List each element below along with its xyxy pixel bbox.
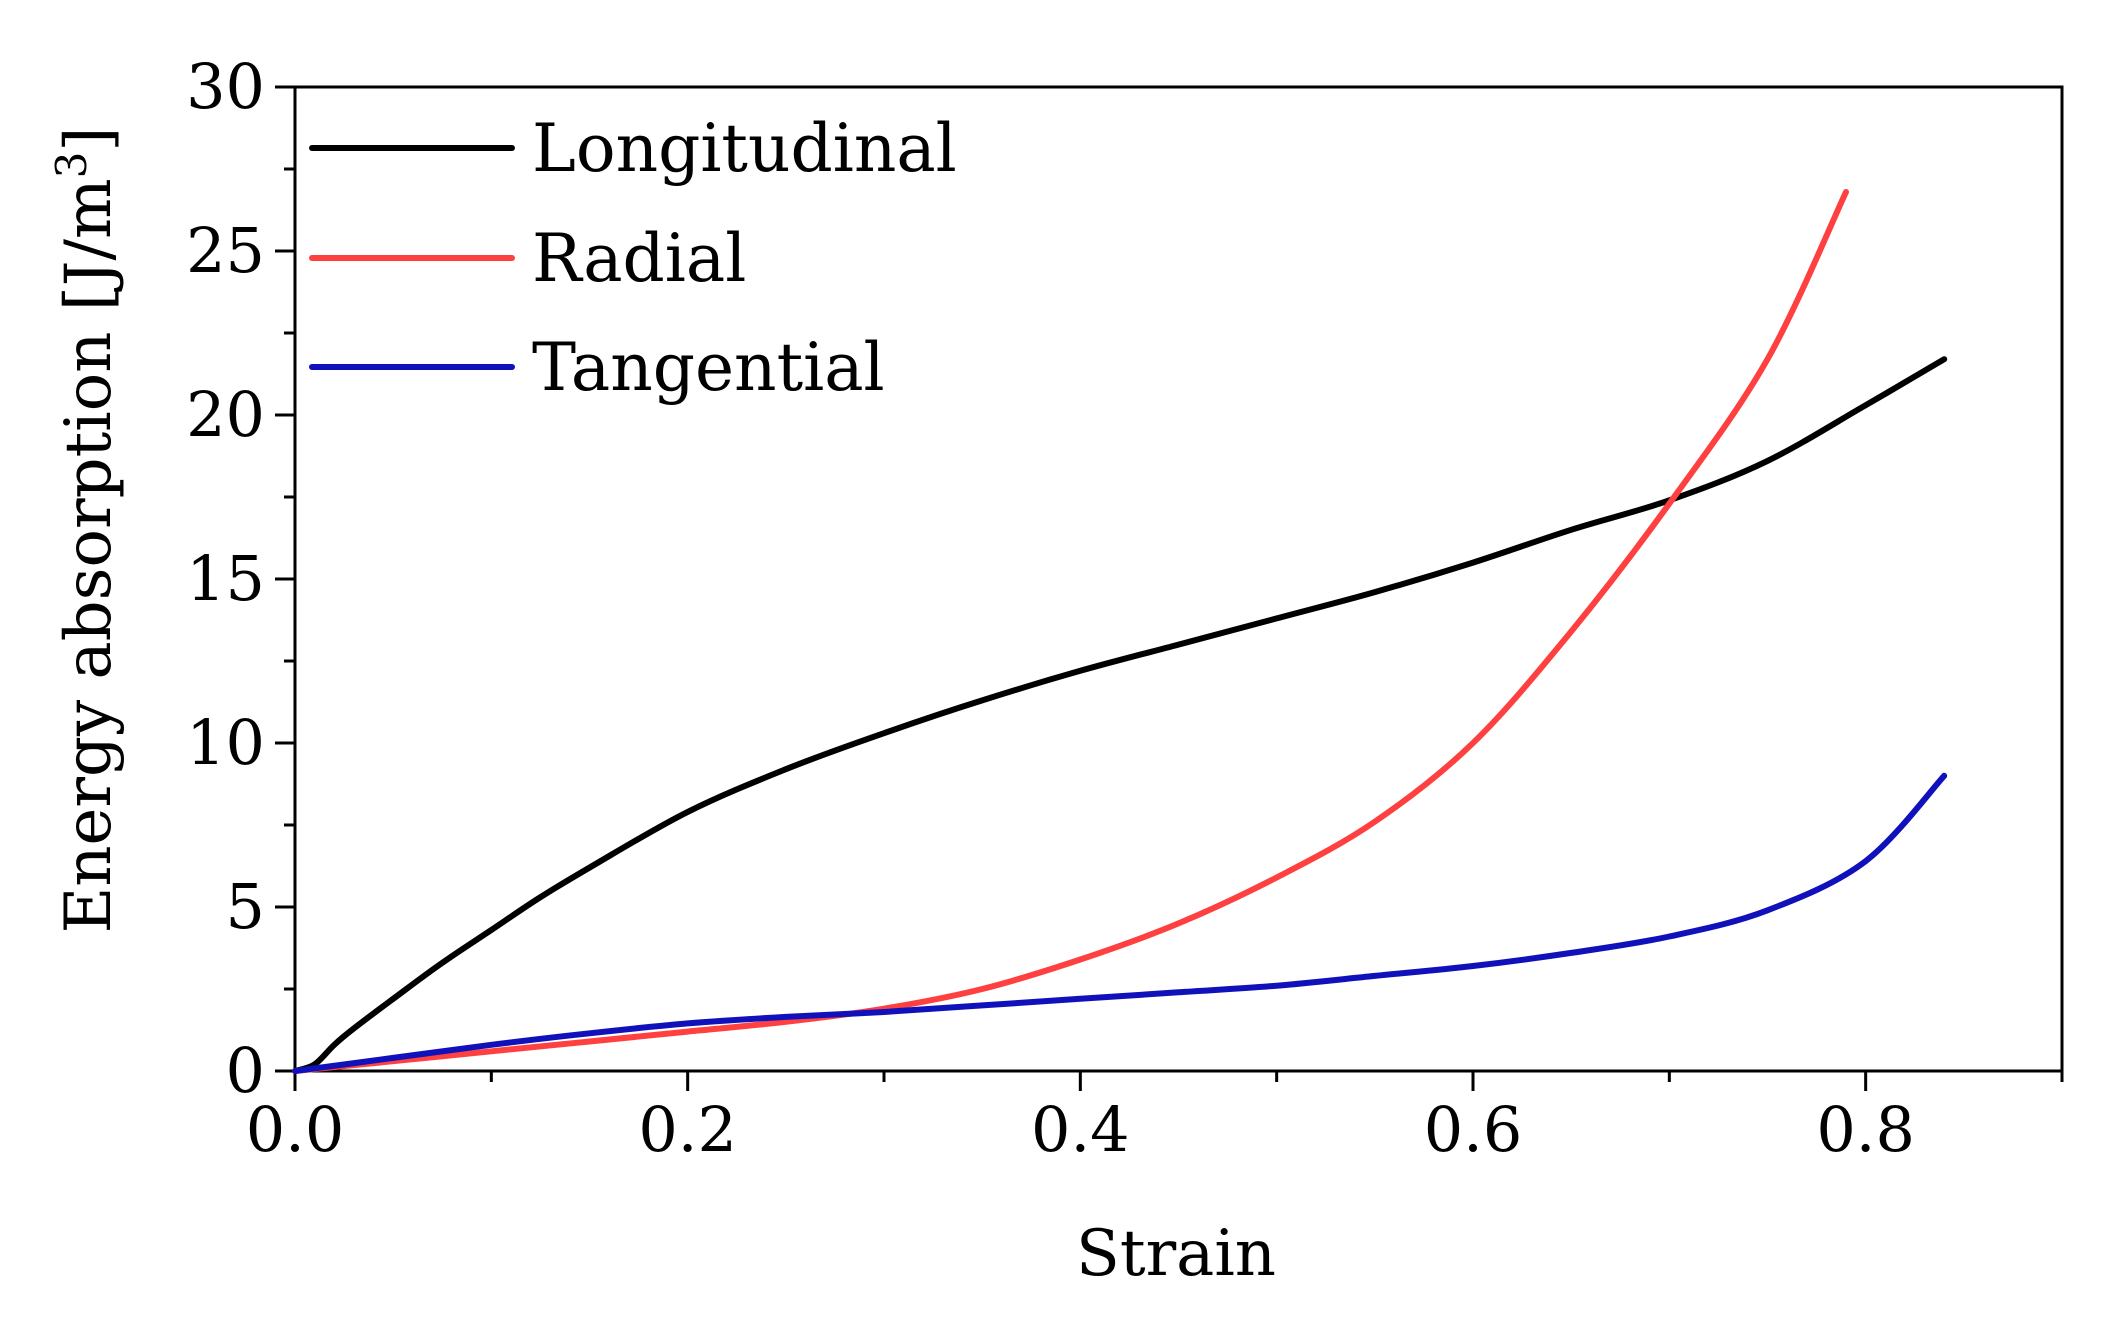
x-axis-title: Strain <box>1076 1217 1276 1291</box>
x-tick-label: 0.4 <box>1031 1093 1130 1166</box>
y-axis-title-main: Energy absorption [J/m <box>52 178 126 933</box>
y-tick-label: 30 <box>186 50 265 123</box>
y-tick-label: 0 <box>226 1034 265 1107</box>
legend-label: Longitudinal <box>532 110 957 187</box>
series-line-longitudinal <box>292 356 1948 1074</box>
series-line-radial <box>292 189 1849 1074</box>
legend-label: Radial <box>532 220 746 297</box>
y-tick-label: 25 <box>186 214 265 287</box>
y-axis-title-superscript: 3 <box>47 152 96 179</box>
x-tick-label: 0.0 <box>246 1093 345 1166</box>
series-line-tangential <box>292 772 1948 1074</box>
legend-item-longitudinal: Longitudinal <box>309 110 957 187</box>
series-lines <box>292 189 1948 1074</box>
axis-ticks <box>275 85 2064 1091</box>
legend: Longitudinal Radial Tangential <box>309 110 957 406</box>
y-tick-label: 5 <box>226 870 265 943</box>
x-tick-label: 0.8 <box>1816 1093 1915 1166</box>
y-tick-label: 20 <box>186 378 265 451</box>
y-axis-title: Energy absorption [J/m3] <box>47 127 126 934</box>
axis-tick-labels: 0.0 0.2 0.4 0.6 0.8 0 5 10 15 20 25 30 <box>186 50 1915 1166</box>
legend-item-tangential: Tangential <box>309 329 885 406</box>
x-tick-label: 0.6 <box>1424 1093 1523 1166</box>
x-tick-label: 0.2 <box>638 1093 737 1166</box>
legend-label: Tangential <box>532 329 885 406</box>
y-tick-label: 15 <box>186 542 265 615</box>
y-tick-label: 10 <box>186 706 265 779</box>
y-axis-title-end: ] <box>52 127 126 152</box>
legend-item-radial: Radial <box>309 220 746 297</box>
